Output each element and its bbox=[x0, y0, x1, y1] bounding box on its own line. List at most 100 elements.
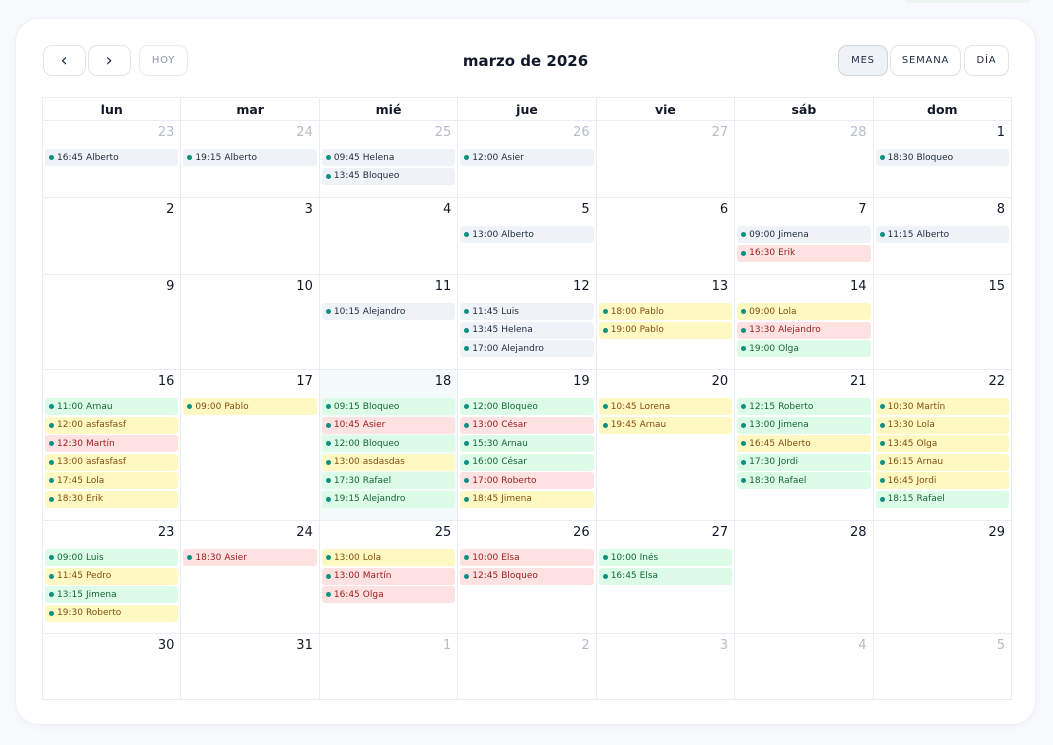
day-cell[interactable]: 21 12:15 Roberto 13:00 Jimena 16:45 Alberto 17:… bbox=[735, 370, 874, 521]
event-item[interactable]: 19:15 Alejandro bbox=[321, 490, 456, 508]
day-cell[interactable]: 25 09:45 Helena 13:45 Bloqueo bbox=[319, 121, 459, 198]
event-item[interactable]: 17:00 Alejandro bbox=[460, 340, 594, 357]
event-item[interactable]: 16:30 Erik bbox=[737, 244, 871, 262]
day-cell[interactable]: 7 09:00 Jimena 16:30 Erik bbox=[735, 198, 874, 275]
day-cell[interactable]: 4 bbox=[319, 198, 459, 275]
event-item[interactable]: 15:30 Arnau bbox=[460, 435, 594, 452]
event-item[interactable]: 19:45 Arnau bbox=[598, 416, 733, 434]
day-cell[interactable]: 14 09:00 Lola 13:30 Alejandro 19:00 Olga bbox=[735, 275, 874, 370]
event-item[interactable]: 09:45 Helena bbox=[321, 149, 456, 166]
event-item[interactable]: 13:00 Lola bbox=[321, 549, 456, 566]
event-item[interactable]: 10:15 Alejandro bbox=[321, 303, 456, 320]
event-item[interactable]: 09:00 Luis bbox=[45, 549, 179, 566]
day-cell[interactable]: 15 bbox=[873, 275, 1012, 370]
event-item[interactable]: 13:45 Bloqueo bbox=[321, 167, 456, 185]
event-item[interactable]: 13:00 asdasdas bbox=[321, 453, 456, 471]
event-item[interactable]: 09:15 Bloqueo bbox=[321, 398, 456, 415]
event-item[interactable]: 16:15 Arnau bbox=[875, 453, 1009, 471]
event-item[interactable]: 13:30 Lola bbox=[875, 416, 1009, 434]
today-button[interactable]: HOY bbox=[139, 45, 188, 76]
day-cell[interactable]: 26 12:00 Asier bbox=[458, 121, 597, 198]
day-cell[interactable]: 23 09:00 Luis 11:45 Pedro 13:15 Jimena 19:30 Rob… bbox=[43, 521, 182, 634]
event-item[interactable]: 19:00 Olga bbox=[737, 340, 871, 357]
event-item[interactable]: 10:45 Asier bbox=[321, 416, 456, 434]
day-cell[interactable]: 9 bbox=[43, 275, 182, 370]
day-cell[interactable]: 31 bbox=[181, 634, 320, 700]
day-cell[interactable]: 6 bbox=[596, 198, 736, 275]
next-button[interactable]: › bbox=[88, 45, 131, 76]
event-item[interactable]: 09:00 Lola bbox=[737, 303, 871, 320]
event-item[interactable]: 12:00 Asier bbox=[460, 149, 594, 166]
event-item[interactable]: 18:15 Rafael bbox=[875, 490, 1009, 508]
event-item[interactable]: 18:45 Jimena bbox=[460, 490, 594, 508]
day-cell[interactable]: 25 13:00 Lola 13:00 Martín 16:45 Olga bbox=[319, 521, 459, 634]
day-cell[interactable]: 23 16:45 Alberto bbox=[43, 121, 182, 198]
event-item[interactable]: 13:00 Jimena bbox=[737, 416, 871, 434]
event-item[interactable]: 17:30 Jordi bbox=[737, 453, 871, 471]
event-item[interactable]: 13:15 Jimena bbox=[45, 586, 179, 603]
event-item[interactable]: 12:30 Martín bbox=[45, 435, 179, 452]
event-item[interactable]: 17:30 Rafael bbox=[321, 472, 456, 489]
day-cell[interactable]: 26 10:00 Elsa 12:45 Bloqueo bbox=[458, 521, 597, 634]
day-cell[interactable]: 2 bbox=[43, 198, 182, 275]
event-item[interactable]: 16:45 Alberto bbox=[737, 435, 871, 452]
event-item[interactable]: 19:30 Roberto bbox=[45, 604, 179, 622]
day-cell[interactable]: 28 bbox=[735, 521, 874, 634]
day-cell[interactable]: 12 11:45 Luis 13:45 Helena 17:00 Alejandro bbox=[458, 275, 597, 370]
event-item[interactable]: 11:45 Pedro bbox=[45, 567, 179, 585]
view-month-button[interactable]: MES bbox=[838, 45, 888, 76]
event-item[interactable]: 13:00 asfasfasf bbox=[45, 453, 179, 471]
event-item[interactable]: 16:45 Olga bbox=[321, 586, 456, 603]
event-item[interactable]: 09:00 Pablo bbox=[183, 398, 317, 415]
day-cell[interactable]: 27 10:00 Inés 16:45 Elsa bbox=[596, 521, 736, 634]
day-cell[interactable]: 3 bbox=[181, 198, 320, 275]
day-cell-today[interactable]: 18 09:15 Bloqueo 10:45 Asier 12:00 Bloqueo 13:0… bbox=[319, 370, 459, 521]
event-item[interactable]: 11:45 Luis bbox=[460, 303, 594, 320]
day-cell[interactable]: 8 11:15 Alberto bbox=[873, 198, 1012, 275]
day-cell[interactable]: 3 bbox=[596, 634, 736, 700]
day-cell[interactable]: 4 bbox=[735, 634, 874, 700]
day-cell[interactable]: 11 10:15 Alejandro bbox=[319, 275, 459, 370]
prev-button[interactable]: ‹ bbox=[43, 45, 86, 76]
event-item[interactable]: 13:00 Alberto bbox=[460, 226, 594, 243]
event-item[interactable]: 18:00 Pablo bbox=[598, 303, 733, 320]
view-week-button[interactable]: SEMANA bbox=[890, 45, 961, 76]
event-item[interactable]: 19:00 Pablo bbox=[598, 321, 733, 339]
day-cell[interactable]: 24 18:30 Asier bbox=[181, 521, 320, 634]
event-item[interactable]: 10:30 Martín bbox=[875, 398, 1009, 415]
event-item[interactable]: 16:45 Alberto bbox=[45, 149, 179, 166]
event-item[interactable]: 11:15 Alberto bbox=[875, 226, 1009, 243]
event-item[interactable]: 13:45 Helena bbox=[460, 321, 594, 339]
day-cell[interactable]: 13 18:00 Pablo 19:00 Pablo bbox=[596, 275, 736, 370]
day-cell[interactable]: 24 19:15 Alberto bbox=[181, 121, 320, 198]
day-cell[interactable]: 17 09:00 Pablo bbox=[181, 370, 320, 521]
day-cell[interactable]: 5 bbox=[873, 634, 1012, 700]
event-item[interactable]: 17:45 Lola bbox=[45, 472, 179, 489]
event-item[interactable]: 17:00 Roberto bbox=[460, 472, 594, 489]
event-item[interactable]: 13:30 Alejandro bbox=[737, 321, 871, 339]
event-item[interactable]: 18:30 Rafael bbox=[737, 472, 871, 489]
event-item[interactable]: 18:30 Erik bbox=[45, 490, 179, 508]
day-cell[interactable]: 22 10:30 Martín 13:30 Lola 13:45 Olga 16:15 Arna… bbox=[873, 370, 1012, 521]
day-cell[interactable]: 1 bbox=[319, 634, 459, 700]
event-item[interactable]: 11:00 Arnau bbox=[45, 398, 179, 415]
day-cell[interactable]: 29 bbox=[873, 521, 1012, 634]
day-cell[interactable]: 30 bbox=[43, 634, 182, 700]
event-item[interactable]: 09:00 Jimena bbox=[737, 226, 871, 243]
event-item[interactable]: 10:45 Lorena bbox=[598, 398, 733, 415]
day-cell[interactable]: 16 11:00 Arnau 12:00 asfasfasf 12:30 Martín 13:… bbox=[43, 370, 182, 521]
day-cell[interactable]: 19 12:00 Bloqueo 13:00 César 15:30 Arnau 16:00 C… bbox=[458, 370, 597, 521]
event-item[interactable]: 19:15 Alberto bbox=[183, 149, 317, 166]
day-cell[interactable]: 5 13:00 Alberto bbox=[458, 198, 597, 275]
event-item[interactable]: 12:45 Bloqueo bbox=[460, 567, 594, 585]
event-item[interactable]: 16:45 Elsa bbox=[598, 567, 733, 585]
day-cell[interactable]: 20 10:45 Lorena 19:45 Arnau bbox=[596, 370, 736, 521]
event-item[interactable]: 12:15 Roberto bbox=[737, 398, 871, 415]
day-cell[interactable]: 2 bbox=[458, 634, 597, 700]
event-item[interactable]: 12:00 asfasfasf bbox=[45, 416, 179, 434]
event-item[interactable]: 16:45 Jordi bbox=[875, 472, 1009, 489]
day-cell[interactable]: 1 18:30 Bloqueo bbox=[873, 121, 1012, 198]
day-cell[interactable]: 28 bbox=[735, 121, 874, 198]
event-item[interactable]: 13:00 Martín bbox=[321, 567, 456, 585]
event-item[interactable]: 18:30 Asier bbox=[183, 549, 317, 566]
